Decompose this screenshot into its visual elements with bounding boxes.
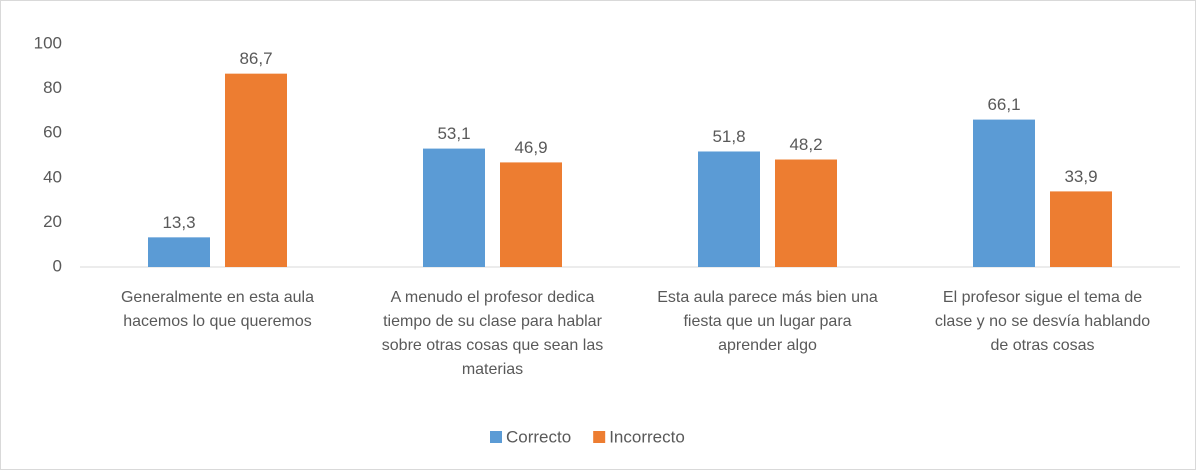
y-tick-label: 80 [43,78,62,97]
y-tick-label: 60 [43,123,62,142]
y-tick-label: 0 [53,256,62,275]
data-label: 48,2 [789,135,822,154]
y-tick-label: 40 [43,167,62,186]
bar [500,162,562,267]
data-label: 53,1 [437,124,470,143]
data-label: 46,9 [514,138,547,157]
bar [423,148,485,267]
data-label: 13,3 [162,213,195,232]
data-label: 33,9 [1064,167,1097,186]
data-label: 86,7 [239,49,272,68]
bar [973,119,1035,267]
data-label: 51,8 [712,127,745,146]
data-label: 66,1 [987,95,1020,114]
legend-swatch [490,431,502,443]
bar [698,151,760,267]
y-tick-label: 20 [43,212,62,231]
x-tick-label: Esta aula parece más bien una fiesta que… [657,289,878,354]
bar [775,159,837,267]
x-tick-label: El profesor sigue el tema de clase y no … [934,289,1151,354]
legend-swatch [593,431,606,443]
bar [225,73,287,267]
bar [1050,191,1112,267]
y-tick-label: 100 [34,33,62,52]
legend-label: Incorrecto [609,427,685,446]
bar [148,237,210,267]
legend-label: Correcto [506,427,571,446]
x-tick-label: A menudo el profesor dedica tiempo de su… [381,289,604,378]
x-tick-label: Generalmente en esta aula hacemos lo que… [120,289,314,330]
